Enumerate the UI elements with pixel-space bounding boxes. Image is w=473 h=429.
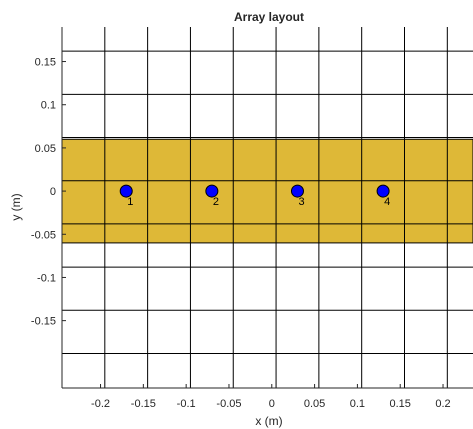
array-element-label: 2 xyxy=(213,196,219,208)
y-tick-label: 0 xyxy=(50,186,56,198)
array-element-label: 4 xyxy=(384,196,390,208)
array-element-marker xyxy=(290,184,304,198)
x-tick-label: 0.15 xyxy=(390,398,411,410)
x-tick-labels: -0.2 -0.15 -0.1 -0.05 0 0.05 0.1 0.15 0.2 xyxy=(91,384,451,410)
gridlines xyxy=(62,27,473,388)
y-tick-labels: -0.15 -0.1 -0.05 0 0.05 0.1 0.15 xyxy=(31,57,66,328)
x-axis-label: x (m) xyxy=(255,414,282,428)
x-tick-label: -0.05 xyxy=(216,398,241,410)
x-tick-label: 0 xyxy=(269,398,275,410)
array-elements: 1 2 3 4 xyxy=(119,184,390,208)
y-tick-label: 0.05 xyxy=(35,143,56,155)
y-tick-label: 0.1 xyxy=(41,100,56,112)
x-tick-label: -0.2 xyxy=(91,398,110,410)
y-tick-label: 0.15 xyxy=(35,57,56,69)
x-tick-label: 0.05 xyxy=(304,398,325,410)
y-tick-label: -0.05 xyxy=(31,229,56,241)
x-tick-label: 0.2 xyxy=(435,398,450,410)
array-element-marker xyxy=(205,184,219,198)
y-tick-label: -0.1 xyxy=(37,272,56,284)
array-element-label: 3 xyxy=(298,196,304,208)
chart-title: Array layout xyxy=(234,10,304,24)
x-tick-label: 0.1 xyxy=(350,398,365,410)
y-tick-label: -0.15 xyxy=(31,316,56,328)
x-tick-label: -0.1 xyxy=(177,398,196,410)
array-element-marker xyxy=(376,184,390,198)
y-axis-label: y (m) xyxy=(9,193,23,220)
x-tick-label: -0.15 xyxy=(131,398,156,410)
array-element-marker xyxy=(119,184,133,198)
plot-area: 1 2 3 4 xyxy=(61,27,473,388)
array-element-label: 1 xyxy=(127,196,133,208)
